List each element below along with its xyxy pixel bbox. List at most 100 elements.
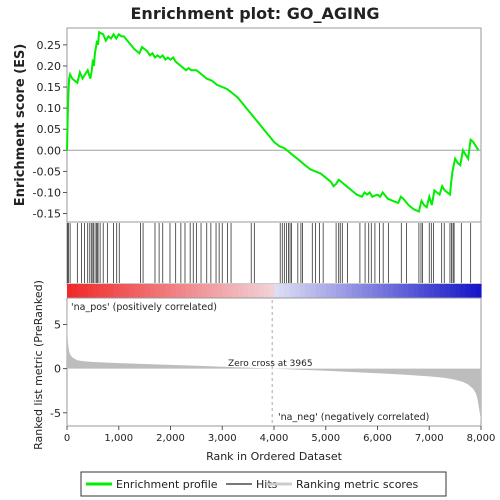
color-bar-segment <box>341 284 348 298</box>
color-bar-segment <box>320 284 327 298</box>
color-bar-segment <box>149 284 156 298</box>
color-bar-segment <box>455 284 461 298</box>
color-bar-segment <box>424 284 430 298</box>
color-bar-segment <box>191 284 197 298</box>
color-bar-segment <box>351 284 358 298</box>
color-bar-segment <box>403 284 410 298</box>
chart-title: Enrichment plot: GO_AGING <box>131 4 380 23</box>
metric-y-axis-label: Ranked list metric (PreRanked) <box>32 280 45 450</box>
color-bar-segment <box>186 284 192 298</box>
color-bar-segment <box>299 284 306 298</box>
x-tick-label: 6,000 <box>363 433 392 444</box>
color-bar-segment <box>382 284 389 298</box>
metric-frame <box>66 297 482 427</box>
es-y-tick-label: -0.05 <box>33 165 61 178</box>
x-tick-label: 8,000 <box>467 433 496 444</box>
color-bar-segment <box>160 284 166 298</box>
color-bar-segment <box>82 284 89 298</box>
x-tick-label: 4,000 <box>260 433 289 444</box>
color-bar-segment <box>274 284 280 298</box>
hits-frame <box>66 221 482 285</box>
color-bar-segment <box>170 284 177 298</box>
color-bar-segment <box>227 284 234 298</box>
color-bar-segment <box>367 284 373 298</box>
es-y-tick-label: 0.25 <box>37 39 62 52</box>
color-bar-segment <box>144 284 151 298</box>
color-bar-segment <box>263 284 270 298</box>
es-y-tick-label: 0.20 <box>37 60 62 73</box>
color-bar-segment <box>253 284 260 298</box>
rank-color-bar <box>67 284 482 298</box>
color-bar-segment <box>248 284 254 298</box>
x-axis-label: Rank in Ordered Dataset <box>206 450 343 463</box>
metric-y-tick-label: -5 <box>50 407 61 420</box>
color-bar-segment <box>413 284 420 298</box>
color-bar-segment <box>434 284 441 298</box>
color-bar-segment <box>92 284 99 298</box>
color-bar-segment <box>258 284 265 298</box>
ranked-metric-panel: -5 0 5 'na_pos' (positively correlated) 'n… <box>32 280 482 450</box>
color-bar-segment <box>123 284 130 298</box>
color-bar-segment <box>325 284 332 298</box>
color-bar-segment <box>465 284 472 298</box>
color-bar-segment <box>165 284 172 298</box>
color-bar-segment <box>439 284 446 298</box>
color-bar-segment <box>460 284 467 298</box>
color-bar-segment <box>77 284 84 298</box>
color-bar-segment <box>429 284 436 298</box>
metric-y-tick-label: 0 <box>54 363 61 376</box>
legend-metric-label: Ranking metric scores <box>296 478 418 491</box>
color-bar-segment <box>387 284 394 298</box>
x-tick-label: 0 <box>64 433 70 444</box>
color-bar-segment <box>113 284 120 298</box>
color-bar-segment <box>305 284 311 298</box>
color-bar-segment <box>201 284 208 298</box>
legend: Enrichment profile Hits Ranking metric s… <box>80 471 447 497</box>
color-bar-segment <box>289 284 296 298</box>
x-tick-label: 5,000 <box>311 433 340 444</box>
color-bar-segment <box>284 284 291 298</box>
color-bar-segment <box>232 284 239 298</box>
color-bar-segment <box>196 284 203 298</box>
es-y-axis-label: Enrichment score (ES) <box>13 44 28 207</box>
color-bar-segment <box>418 284 425 298</box>
color-bar-segment <box>336 284 342 298</box>
color-bar-segment <box>361 284 368 298</box>
color-bar-segment <box>310 284 316 298</box>
color-bar-segment <box>67 284 73 298</box>
color-bar-segment <box>222 284 229 298</box>
color-bar-segment <box>449 284 456 298</box>
color-bar-segment <box>372 284 379 298</box>
color-bar-segment <box>377 284 384 298</box>
color-bar-segment <box>475 284 482 298</box>
es-panel: -0.15-0.10-0.050.000.050.100.150.200.25 … <box>13 27 482 223</box>
es-y-tick-label: 0.05 <box>37 123 62 136</box>
es-y-tick-label: 0.15 <box>37 81 62 94</box>
es-y-tick-label: 0.00 <box>37 144 62 157</box>
es-y-tick-label: 0.10 <box>37 102 62 115</box>
color-bar-segment <box>294 284 301 298</box>
color-bar-segment <box>330 284 337 298</box>
color-bar-segment <box>444 284 451 298</box>
x-tick-label: 2,000 <box>156 433 185 444</box>
x-tick-label: 3,000 <box>208 433 237 444</box>
x-tick-label: 7,000 <box>415 433 444 444</box>
color-bar-segment <box>134 284 141 298</box>
color-bar-segment <box>180 284 187 298</box>
es-plot-frame <box>66 27 482 223</box>
color-bar-segment <box>72 284 78 298</box>
color-bar-segment <box>268 284 275 298</box>
color-bar-segment <box>87 284 94 298</box>
color-bar-segment <box>217 284 223 298</box>
color-bar-segment <box>470 284 477 298</box>
legend-enrichment-label: Enrichment profile <box>116 478 218 491</box>
color-bar-segment <box>139 284 146 298</box>
color-bar-segment <box>206 284 213 298</box>
color-bar-segment <box>237 284 244 298</box>
color-bar-segment <box>98 284 104 298</box>
x-axis: 0 1,000 2,000 3,000 4,000 5,000 6,000 7,000 8,00… <box>64 426 496 444</box>
enrichment-profile-line <box>66 30 480 213</box>
color-bar-segment <box>154 284 161 298</box>
color-bar-segment <box>118 284 125 298</box>
x-tick-label: 1,000 <box>104 433 133 444</box>
